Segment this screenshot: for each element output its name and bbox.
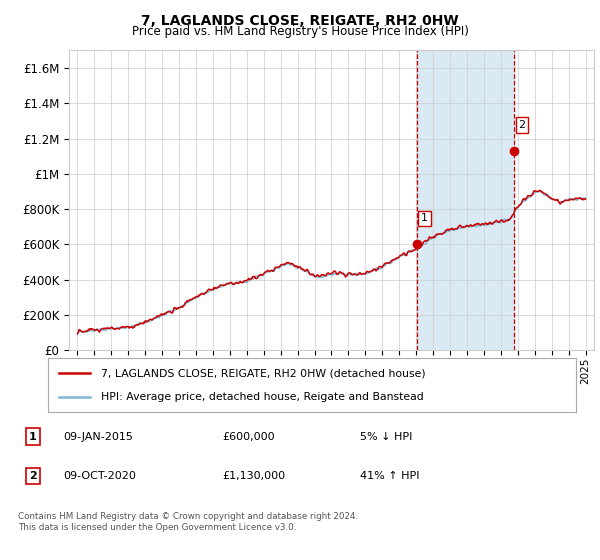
Bar: [416, 50, 514, 350]
Text: 5% ↓ HPI: 5% ↓ HPI: [360, 432, 412, 442]
Text: HPI: Average price, detached house, Reigate and Banstead: HPI: Average price, detached house, Reig…: [101, 391, 424, 402]
Text: Contains HM Land Registry data © Crown copyright and database right 2024.
This d: Contains HM Land Registry data © Crown c…: [18, 512, 358, 532]
Text: 41% ↑ HPI: 41% ↑ HPI: [360, 471, 419, 481]
Text: 7, LAGLANDS CLOSE, REIGATE, RH2 0HW (detached house): 7, LAGLANDS CLOSE, REIGATE, RH2 0HW (det…: [101, 368, 425, 379]
Text: 09-JAN-2015: 09-JAN-2015: [63, 432, 133, 442]
Text: 7, LAGLANDS CLOSE, REIGATE, RH2 0HW: 7, LAGLANDS CLOSE, REIGATE, RH2 0HW: [141, 14, 459, 28]
Text: 09-OCT-2020: 09-OCT-2020: [63, 471, 136, 481]
Text: 1: 1: [29, 432, 37, 442]
Text: £1,130,000: £1,130,000: [222, 471, 285, 481]
Text: Price paid vs. HM Land Registry's House Price Index (HPI): Price paid vs. HM Land Registry's House …: [131, 25, 469, 38]
Text: £600,000: £600,000: [222, 432, 275, 442]
Text: 1: 1: [421, 213, 428, 223]
Text: 2: 2: [29, 471, 37, 481]
Text: 2: 2: [518, 120, 526, 130]
